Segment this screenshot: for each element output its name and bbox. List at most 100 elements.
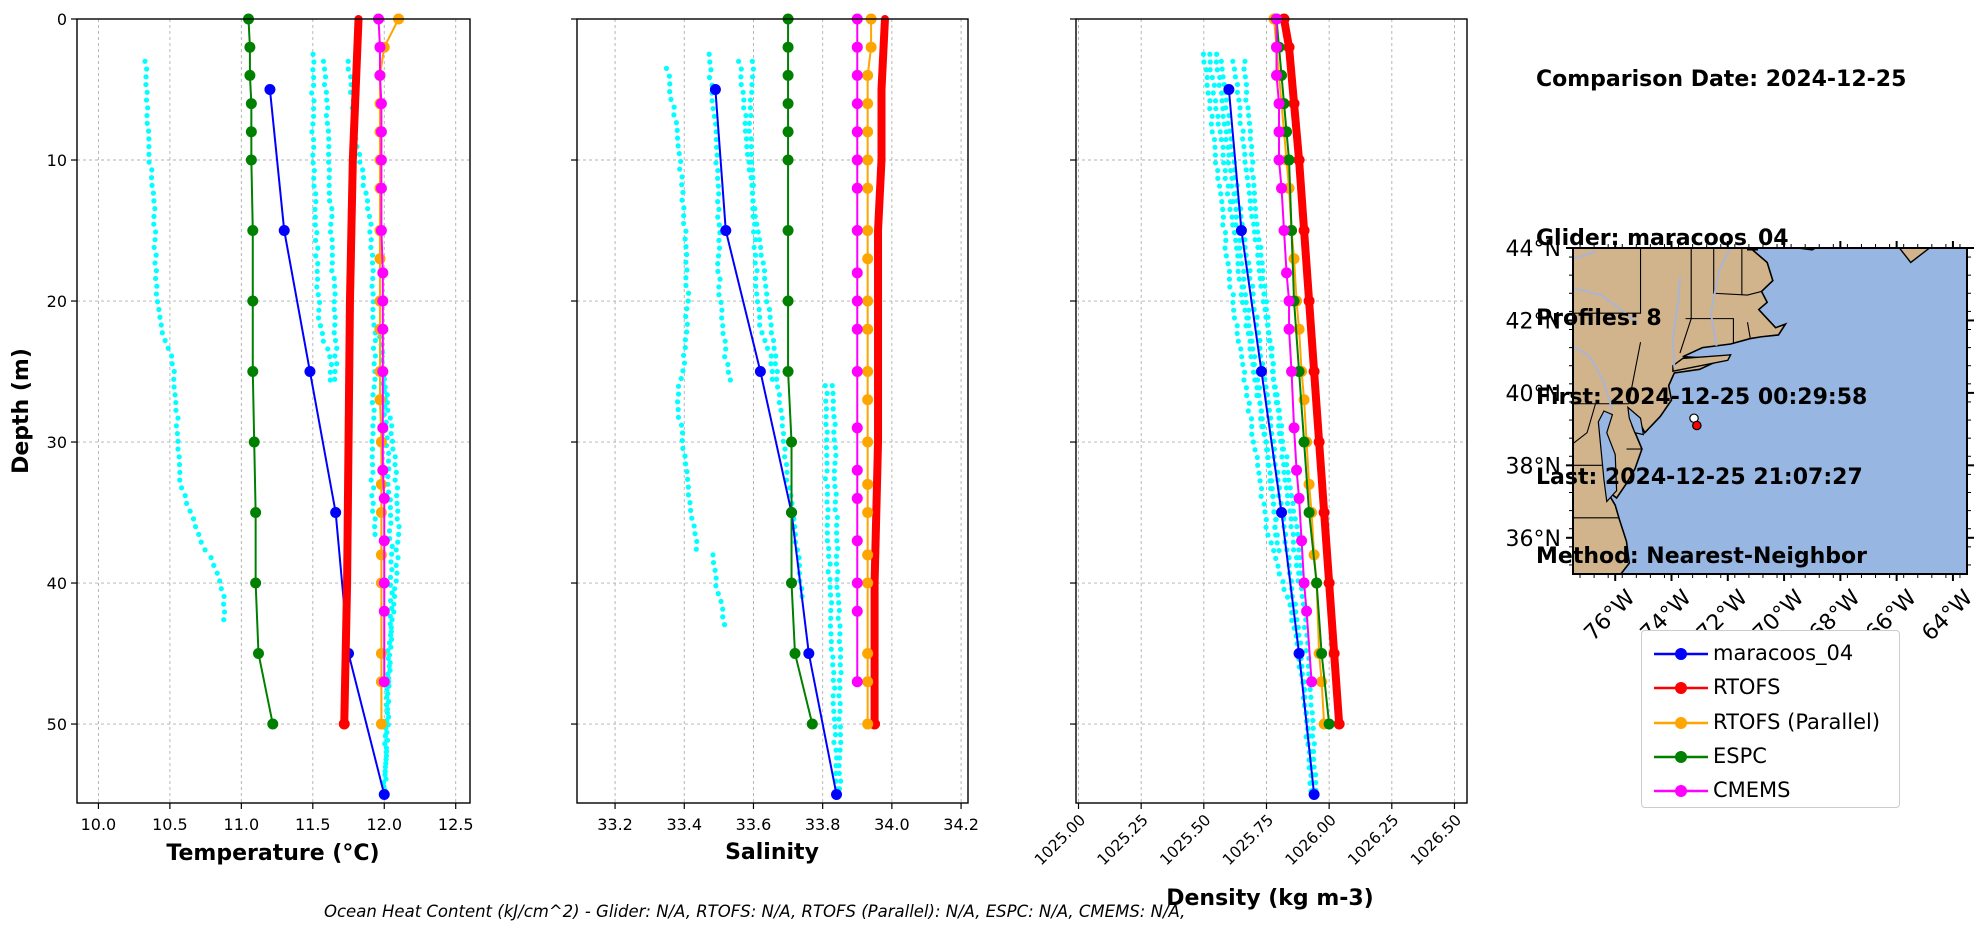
glider-raw-point [176,454,182,460]
glider-raw-point [824,483,831,490]
glider-raw-point [143,74,149,80]
info-line-glider: Glider: maracoos_04 [1536,226,1789,251]
glider-raw-point [823,398,829,404]
series-point-cmems [1281,267,1293,279]
x-tick-label: 1025.00 [1031,811,1089,869]
x-tick-label: 12.5 [438,815,474,834]
glider-raw-point [1290,531,1296,537]
glider-raw-point [1225,261,1231,267]
glider-raw-point [749,81,755,88]
glider-raw-point [720,606,726,612]
glider-raw-point [1311,756,1317,762]
map-lat-label: 36°N [1506,527,1561,552]
glider-raw-point [370,469,376,475]
glider-raw-point [743,112,749,119]
glider-raw-point [1201,59,1207,65]
glider-raw-point [825,514,831,521]
series-point-cmems [377,295,389,307]
glider-raw-point [165,345,171,351]
glider-raw-point [1223,129,1229,135]
glider-raw-point [722,338,728,344]
glider-raw-point [1287,485,1293,491]
glider-raw-point [370,430,376,437]
glider-raw-point [187,508,193,514]
glider-raw-point [832,460,838,466]
legend-label-rtofs: RTOFS [1713,675,1781,700]
glider-raw-point [171,376,177,382]
y-tick-label: 50 [47,715,67,734]
glider-raw-point [1267,470,1273,476]
glider-raw-point [1226,268,1233,275]
glider-raw-point [1290,547,1297,553]
glider-raw-point [1281,469,1287,475]
glider-raw-point [1247,268,1253,274]
land-long-island [1672,354,1732,373]
series-point-cmems [851,98,863,110]
glider-raw-point [324,97,330,103]
glider-raw-point [1215,167,1221,174]
glider-raw-point [716,222,722,228]
glider-raw-point [832,445,838,451]
series-point-rtofs [1308,366,1320,378]
glider-raw-point [711,113,717,119]
glider-raw-point [1246,112,1252,119]
series-point-rtofs-parallel- [862,98,874,110]
glider-raw-point [370,306,376,313]
glider-raw-point [836,693,842,699]
glider-raw-point [673,120,680,126]
glider-raw-point [675,383,682,389]
glider-raw-point [1263,516,1269,523]
glider-raw-point [1263,299,1270,305]
glider-raw-point [1290,500,1296,506]
glider-raw-point [1254,454,1260,461]
glider-raw-point [315,245,321,251]
series-line-maracoos-04 [268,88,386,796]
series-point-espc [247,295,259,307]
glider-raw-point [1231,230,1238,236]
glider-raw-point [837,685,843,691]
glider-raw-point [321,66,328,72]
glider-raw-point [144,66,150,72]
glider-raw-point [1233,222,1239,228]
glider-raw-point [716,292,722,298]
glider-raw-point [679,182,685,188]
series-point-espc [1311,577,1323,589]
glider-raw-point [1250,369,1257,375]
glider-raw-point [396,531,402,537]
glider-raw-point [175,415,181,421]
glider-raw-point [715,591,721,597]
glider-raw-point [822,383,828,389]
glider-raw-point [831,708,837,714]
glider-raw-point [369,446,376,452]
legend-item-cmems: CMEMS [1642,774,1899,808]
glider-raw-point [177,469,183,475]
series-point-rtofs [1303,295,1315,307]
series-point-rtofs [1328,648,1340,660]
glider-raw-point [830,662,836,668]
glider-raw-point [1308,702,1314,708]
glider-raw-point [671,112,677,118]
glider-raw-point [1281,586,1287,592]
glider-raw-point [1231,307,1237,313]
glider-raw-point [683,282,689,289]
series-point-rtofs-parallel- [862,436,874,448]
series-point-rtofs [1313,436,1325,448]
glider-raw-point [310,152,316,158]
glider-raw-point [715,214,721,220]
glider-raw-point [1209,129,1215,135]
glider-raw-point [1270,361,1276,367]
series-point-rtofs-parallel- [375,436,387,448]
glider-raw-point [716,237,722,243]
glider-raw-point [675,391,682,397]
series-point-rtofs-parallel- [375,718,387,730]
glider-raw-point [764,291,770,297]
glider-raw-point [1203,67,1209,73]
series-point-cmems [851,126,863,138]
glider-raw-point [387,632,394,638]
glider-raw-point [311,183,317,189]
glider-raw-point [693,546,699,552]
glider-raw-point [679,430,686,436]
series-point-espc [248,436,260,448]
glider-raw-point [756,306,762,313]
glider-raw-point [1297,640,1304,646]
